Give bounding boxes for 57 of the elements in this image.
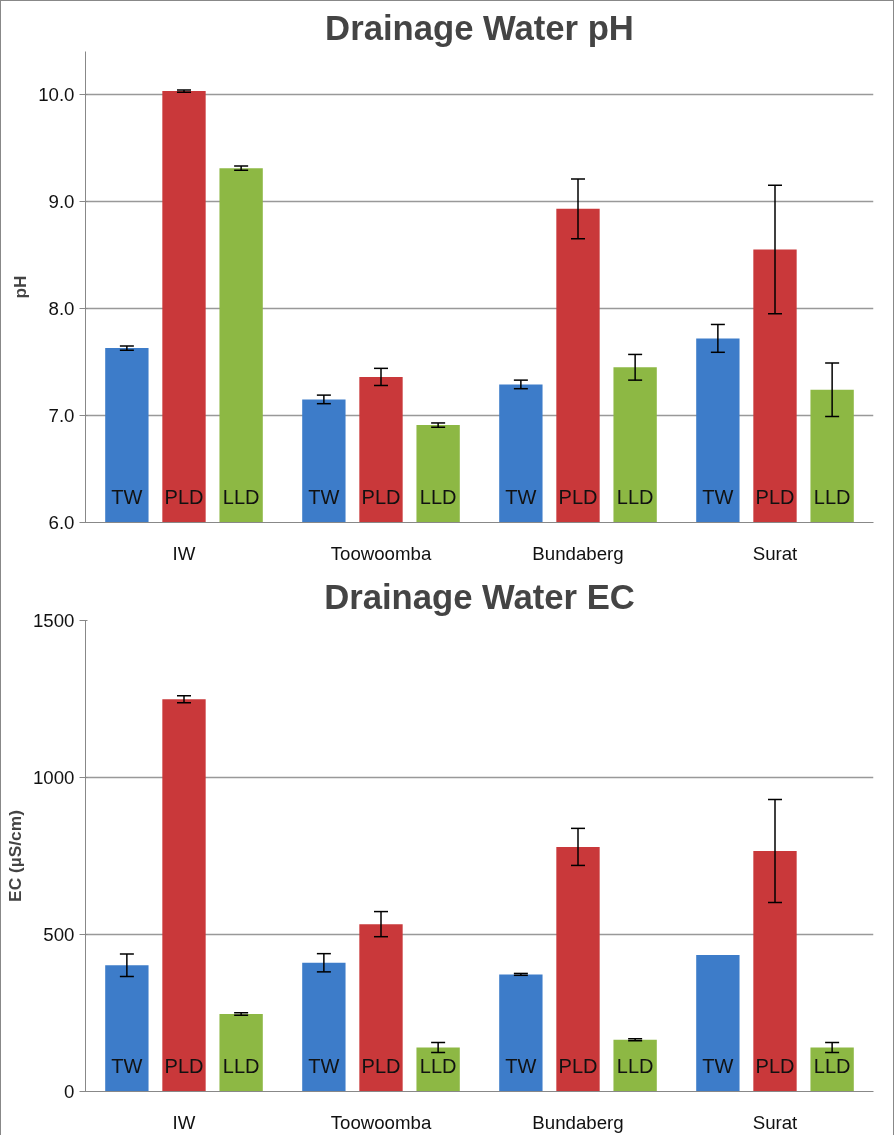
y-tick-label: 6.0 (48, 512, 75, 533)
series-label: TW (111, 1055, 143, 1078)
y-tick-label: 10.0 (38, 83, 75, 105)
bar (556, 846, 600, 1092)
y-axis-title: EC (µS/cm) (5, 810, 25, 902)
bar (359, 924, 403, 1092)
text: LLD (419, 1055, 457, 1078)
text: TW (505, 1055, 537, 1078)
text: TW (308, 486, 340, 509)
bar (696, 954, 740, 1092)
text: TW (702, 1055, 734, 1078)
bar (302, 962, 346, 1092)
y-tick-label: 1500 (33, 610, 75, 631)
series-label: TW (111, 486, 143, 509)
text: LLD (813, 1055, 851, 1078)
y-tick-label: 1000 (33, 767, 75, 788)
text: LLD (222, 486, 260, 509)
x-tick-label: Surat (752, 542, 799, 564)
text: PLD (361, 1055, 401, 1078)
bar (613, 1039, 657, 1092)
bar (753, 850, 797, 1092)
bar (105, 965, 149, 1092)
x-tick-label: Toowoomba (330, 542, 432, 564)
bar (416, 1047, 460, 1092)
text: LLD (222, 1055, 260, 1078)
bar (499, 974, 543, 1092)
y-tick-label: 8.0 (48, 297, 75, 319)
chart-title: Drainage Water EC (324, 577, 635, 616)
text: TW (505, 486, 537, 509)
x-tick-label: Surat (752, 1111, 799, 1133)
y-tick-label: 500 (43, 924, 75, 945)
y-axis-title: pH (10, 275, 31, 299)
y-tick-label: 9.0 (48, 190, 75, 212)
text: LLD (419, 486, 457, 509)
series-label: LLD (616, 1055, 654, 1078)
bar (810, 1047, 854, 1092)
series-label: PLD (558, 1055, 598, 1078)
x-tick-label: Toowoomba (330, 1111, 432, 1133)
text: TW (702, 486, 734, 509)
text: PLD (755, 486, 795, 509)
text: PLD (164, 486, 204, 509)
text: LLD (813, 486, 851, 509)
y-tick-label: 7.0 (48, 404, 75, 426)
x-tick-label: IW (172, 1111, 196, 1133)
x-tick-label: IW (172, 542, 196, 564)
x-tick-label: Bundaberg (532, 542, 624, 564)
text: PLD (755, 1055, 795, 1078)
series-label: PLD (558, 486, 598, 509)
bar (162, 699, 206, 1092)
text: PLD (164, 1055, 204, 1078)
chart-title: Drainage Water pH (325, 8, 634, 47)
series-label: LLD (616, 486, 654, 509)
text: TW (308, 1055, 340, 1078)
bar (219, 1013, 263, 1092)
x-tick-label: Bundaberg (532, 1111, 624, 1133)
text: PLD (361, 486, 401, 509)
y-tick-label: 0 (64, 1081, 75, 1102)
